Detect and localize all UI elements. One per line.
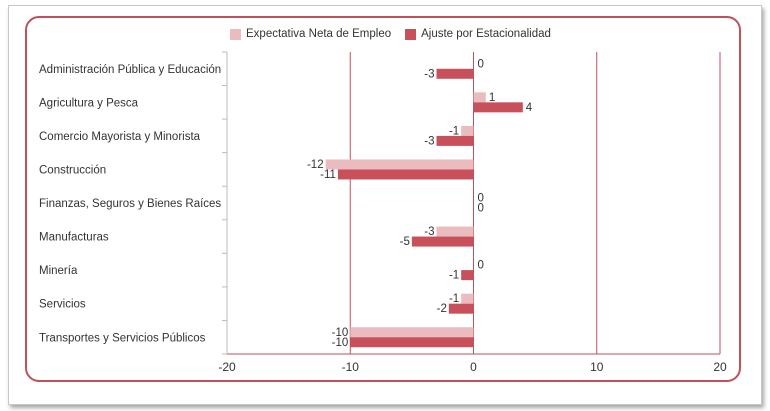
category-label: Transportes y Servicios Públicos — [39, 332, 206, 344]
category-label: Manufacturas — [39, 232, 109, 244]
category-label: Administración Pública y Educación — [39, 64, 221, 76]
category-label: Finanzas, Seguros y Bienes Raíces — [39, 198, 221, 210]
data-label-ajuste: -5 — [400, 236, 410, 248]
x-tick-label-1: -10 — [342, 360, 360, 374]
data-label-expectativa: 0 — [478, 193, 484, 205]
chart-panel — [25, 16, 741, 382]
x-tick-label-2: 0 — [470, 360, 477, 374]
data-label-expectativa: -12 — [307, 159, 324, 171]
legend-swatch-ajuste — [405, 28, 417, 40]
bar-ajuste — [350, 337, 474, 348]
x-tick-label-3: 10 — [590, 360, 604, 374]
category-label: Construcción — [39, 164, 106, 176]
data-label-ajuste: -3 — [424, 135, 434, 147]
data-label-ajuste: -11 — [320, 169, 336, 181]
legend-swatch-expectativa — [230, 28, 241, 40]
bar-expectativa — [461, 125, 474, 136]
legend-item-ajuste: Ajuste por Estacionalidad — [405, 28, 551, 40]
x-tick-label-0: -20 — [218, 360, 236, 374]
data-label-expectativa: -1 — [449, 293, 459, 305]
category-label: Comercio Mayorista y Minorista — [39, 131, 201, 143]
data-label-ajuste: 4 — [526, 102, 533, 114]
category-label: Agricultura y Pesca — [39, 97, 139, 109]
bar-ajuste — [436, 135, 474, 146]
bar-expectativa — [436, 226, 474, 237]
bar-expectativa — [461, 293, 474, 304]
legend-label-ajuste: Ajuste por Estacionalidad — [421, 28, 551, 40]
data-label-expectativa: -10 — [332, 327, 349, 339]
bar-ajuste — [436, 68, 474, 79]
data-label-expectativa: -1 — [449, 125, 459, 137]
data-label-ajuste: -3 — [424, 68, 434, 80]
legend-item-expectativa: Expectativa Neta de Empleo — [230, 28, 391, 40]
data-label-ajuste: 0 — [478, 203, 484, 215]
data-label-ajuste: -2 — [437, 303, 447, 315]
bar-expectativa — [473, 92, 486, 103]
data-label-ajuste: -10 — [332, 337, 349, 349]
data-label-expectativa: -3 — [424, 226, 434, 238]
bar-ajuste — [448, 303, 474, 314]
bar-ajuste — [473, 102, 523, 113]
data-label-expectativa: 0 — [478, 58, 484, 70]
legend: Expectativa Neta de Empleo Ajuste por Es… — [230, 26, 565, 42]
category-label: Minería — [39, 265, 78, 277]
legend-label-expectativa: Expectativa Neta de Empleo — [246, 28, 392, 40]
data-label-expectativa: 0 — [478, 260, 484, 272]
bar-expectativa — [350, 327, 474, 338]
bar-ajuste — [461, 270, 474, 281]
x-tick-label-4: 20 — [713, 360, 727, 374]
category-label: Servicios — [39, 299, 86, 311]
data-label-ajuste: -1 — [449, 270, 459, 282]
data-label-expectativa: 1 — [489, 92, 495, 104]
bar-ajuste — [411, 236, 474, 247]
bar-ajuste — [337, 169, 474, 180]
bar-expectativa — [325, 159, 474, 170]
